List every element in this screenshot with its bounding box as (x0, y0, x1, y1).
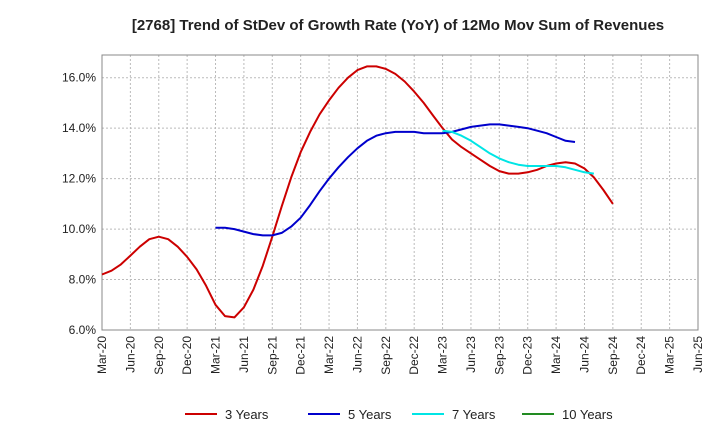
legend: 3 Years 5 Years 7 Years 10 Years (185, 407, 613, 422)
legend-label: 5 Years (348, 407, 392, 422)
chart-title: [2768] Trend of StDev of Growth Rate (Yo… (132, 17, 664, 34)
x-tick-label: Dec-22 (407, 336, 421, 375)
x-tick-label: Jun-20 (123, 336, 137, 373)
x-tick-label: Sep-20 (152, 336, 166, 375)
series-line-5-years (215, 123, 576, 237)
legend-label: 10 Years (562, 407, 613, 422)
x-tick-label: Mar-25 (663, 336, 677, 374)
x-tick-label: Dec-23 (521, 336, 535, 375)
x-tick-label: Jun-25 (691, 336, 705, 373)
x-tick-label: Sep-23 (492, 336, 506, 375)
series-line-3-years (101, 65, 614, 319)
series-line-7-years (442, 129, 595, 175)
y-axis-ticks: 6.0% 8.0% 10.0% 12.0% 14.0% 16.0% (62, 71, 96, 337)
x-tick-label: Mar-20 (95, 336, 109, 374)
x-tick-label: Sep-24 (606, 336, 620, 375)
x-tick-label: Jun-22 (350, 336, 364, 373)
x-tick-label: Jun-23 (464, 336, 478, 373)
legend-label: 7 Years (452, 407, 496, 422)
x-tick-label: Mar-22 (322, 336, 336, 374)
x-tick-label: Jun-21 (237, 336, 251, 373)
x-axis-ticks: Mar-20 Jun-20 Sep-20 Dec-20 Mar-21 Jun-21 Sep-… (95, 336, 705, 375)
legend-label: 3 Years (225, 407, 269, 422)
x-tick-label: Dec-24 (634, 336, 648, 375)
x-tick-label: Mar-21 (209, 336, 223, 374)
x-tick-label: Sep-21 (265, 336, 279, 375)
grid (101, 55, 699, 331)
y-tick-label: 14.0% (62, 121, 96, 135)
x-tick-label: Mar-23 (436, 336, 450, 374)
x-tick-label: Dec-21 (294, 336, 308, 375)
y-tick-label: 16.0% (62, 71, 96, 85)
series-lines (101, 65, 614, 319)
y-tick-label: 8.0% (69, 273, 97, 287)
x-tick-label: Sep-22 (379, 336, 393, 375)
x-tick-label: Mar-24 (549, 336, 563, 374)
y-tick-label: 10.0% (62, 222, 96, 236)
x-tick-label: Dec-20 (180, 336, 194, 375)
y-tick-label: 12.0% (62, 172, 96, 186)
x-tick-label: Jun-24 (577, 336, 591, 373)
y-tick-label: 6.0% (69, 323, 97, 337)
plot-frame (101, 54, 699, 331)
